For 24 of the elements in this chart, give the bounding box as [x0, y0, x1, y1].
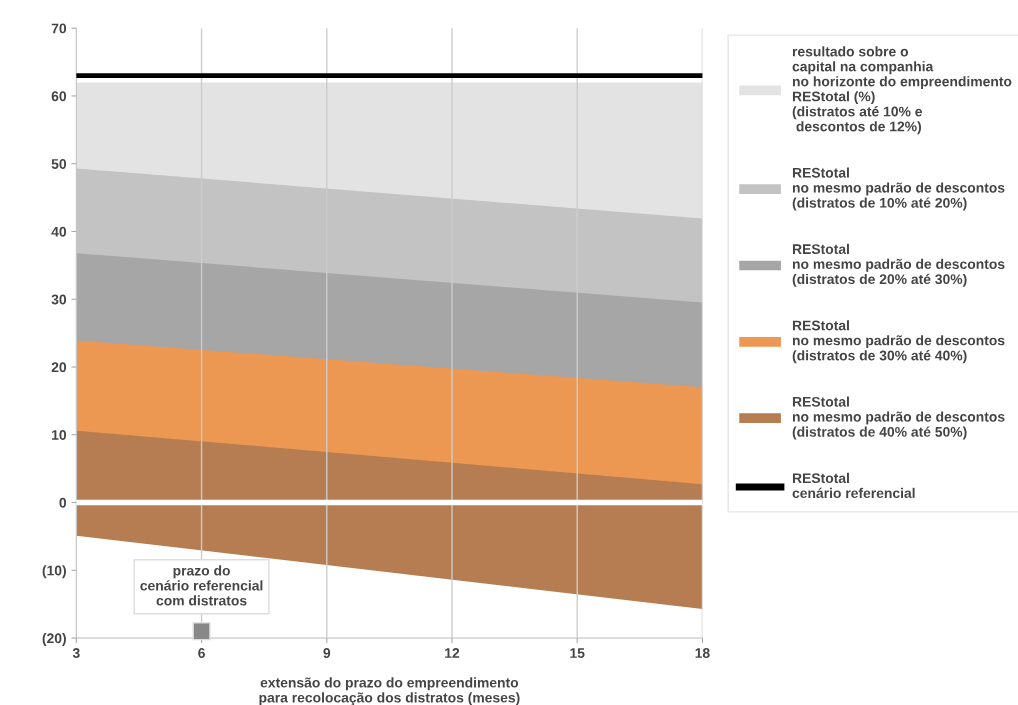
y-tick-label: 50: [51, 159, 67, 169]
y-tick-label: 70: [51, 23, 67, 34]
x-tick-label: 18: [695, 648, 710, 658]
legend-label: REStotal no mesmo padrão de descontos (distratos de 30% até 40%): [792, 320, 1005, 364]
legend-label: REStotal no mesmo padrão de descontos (distratos de 10% até 20%): [792, 167, 1005, 211]
x-tick-label: 3: [72, 648, 80, 658]
y-tick-label: 20: [51, 362, 67, 373]
y-tick-label: (10): [42, 565, 66, 579]
y-tick-label: (20): [42, 632, 66, 646]
annotation: prazo do cenário referencial com distratos: [140, 565, 263, 606]
y-tick-label: 0: [59, 497, 67, 508]
x-tick-label: 15: [570, 648, 585, 658]
x-tick-label: 9: [323, 648, 331, 658]
x-tick-label: 6: [198, 648, 205, 658]
y-tick-label: 10: [52, 430, 67, 440]
y-tick-label: 40: [51, 226, 67, 237]
x-tick-label: 12: [445, 648, 460, 658]
legend-label: REStotal no mesmo padrão de descontos (distratos de 40% até 50%): [792, 396, 1005, 440]
legend-label: REStotal no mesmo padrão de descontos (distratos de 20% até 30%): [792, 243, 1005, 287]
legend-label: resultado sobre o capital na companhia no horizonte do empreendimento REStotal (%) (distratos até 10% e descontos de 12%): [792, 46, 1012, 135]
y-tick-label: 60: [51, 91, 67, 102]
x-axis-title: extensão do prazo do empreendimento para recolocação dos distratos (meses): [259, 677, 520, 705]
y-tick-label: 30: [51, 294, 67, 305]
legend-label: REStotal cenário referencial: [792, 472, 915, 499]
